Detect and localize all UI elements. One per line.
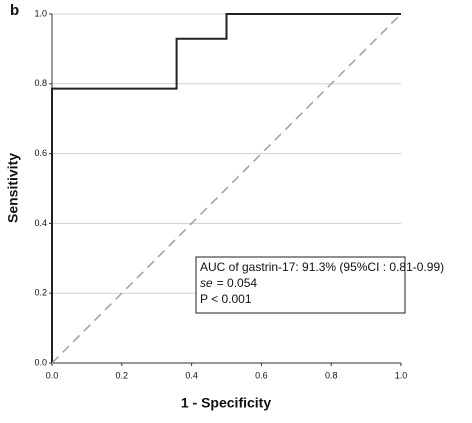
annotation-box (195, 256, 406, 314)
y-tick-label: 0.6 (34, 148, 47, 158)
x-tick-label: 0.0 (46, 370, 59, 380)
annotation-line: se = 0.054 (200, 276, 257, 290)
se-symbol: se (200, 276, 213, 290)
roc-curve (51, 13, 401, 363)
reference-line (51, 13, 402, 364)
x-tick-label: 0.2 (116, 370, 129, 380)
panel-label: b (10, 2, 19, 19)
annotation-line: AUC of gastrin-17: 91.3% (95%CI : 0.81-0… (200, 260, 444, 274)
se-value: = 0.054 (217, 276, 258, 290)
y-tick-label: 0.0 (34, 357, 47, 367)
x-tick-label: 0.4 (185, 370, 198, 380)
y-tick-label: 1.0 (34, 8, 47, 18)
y-tick-label: 0.2 (34, 288, 47, 298)
x-tick-label: 0.8 (325, 370, 338, 380)
y-axis-title: Sensitivity (5, 153, 21, 223)
y-tick-label: 0.8 (34, 78, 47, 88)
x-axis-title: 1 - Specificity (181, 395, 271, 411)
y-tick-label: 0.4 (34, 218, 47, 228)
annotation-line: P < 0.001 (200, 292, 252, 306)
x-tick-label: 1.0 (395, 370, 408, 380)
x-tick-label: 0.6 (255, 370, 268, 380)
